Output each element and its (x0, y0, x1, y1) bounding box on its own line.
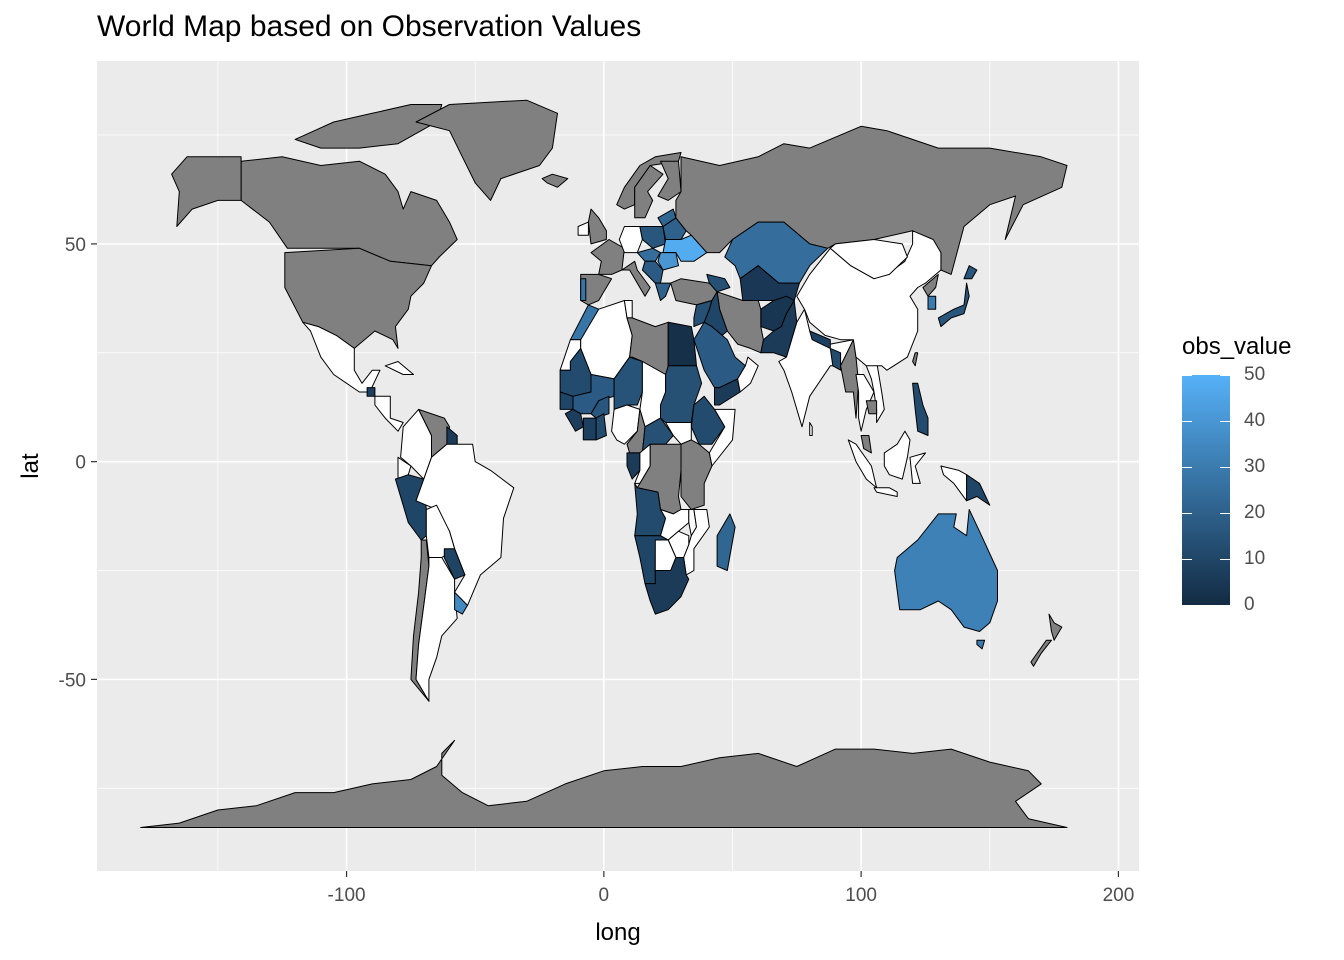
region-sulawesi (909, 452, 926, 484)
legend-break-label: 20 (1244, 502, 1266, 523)
region-caucasus (706, 273, 731, 293)
region-japan (937, 282, 970, 328)
y-tick-label: 50 (65, 235, 86, 256)
region-poland (639, 226, 667, 249)
region-guatemala (366, 387, 376, 397)
legend-tick (1182, 421, 1192, 422)
region-mexico (302, 321, 381, 393)
region-cuba (384, 361, 414, 375)
region-greece (654, 282, 672, 301)
legend-colorbar (1182, 375, 1230, 605)
legend-break-label: 30 (1244, 456, 1266, 477)
region-levant (693, 300, 713, 328)
region-sweden (634, 165, 664, 219)
region-egypt (667, 321, 697, 367)
region-philippines (912, 382, 929, 436)
region-north-korea (922, 273, 939, 297)
region-papua-new-guinea (966, 474, 991, 506)
region-paraguay (443, 548, 466, 580)
region-tasmania (976, 639, 986, 650)
legend-break-label: 40 (1244, 410, 1266, 431)
region-central-america (374, 395, 404, 432)
legend-tick (1182, 513, 1192, 514)
region-burkina-faso (590, 395, 610, 419)
legend-tick (1182, 375, 1192, 376)
region-oman (737, 356, 759, 393)
region-germany (618, 226, 643, 254)
y-tick-label: 0 (75, 453, 86, 474)
region-vietnam (865, 361, 885, 423)
region-gabon (626, 452, 641, 480)
region-zambia (660, 509, 690, 541)
region-finland (657, 160, 682, 201)
region-cambodia (865, 400, 878, 415)
region-madagascar (716, 513, 736, 571)
region-greenland (415, 99, 558, 201)
region-south-korea (927, 295, 937, 310)
country-regions (140, 99, 1068, 828)
region-new-zealand-north (1048, 613, 1063, 641)
region-argentina (415, 557, 458, 702)
region-saudi-arabia (693, 321, 746, 389)
legend-tick (1220, 421, 1230, 422)
region-romania (657, 252, 679, 271)
legend-tick (1220, 559, 1230, 560)
region-east-africa (680, 439, 713, 510)
region-france (590, 239, 625, 275)
y-tick-label: -50 (59, 670, 86, 691)
legend-break-label: 0 (1244, 594, 1255, 615)
x-tick-label: 100 (845, 885, 877, 906)
legend-tick (1220, 605, 1230, 606)
region-uruguay (454, 591, 468, 615)
region-antarctica (140, 739, 1068, 828)
x-tick-label: -100 (328, 885, 366, 906)
region-canada (240, 156, 458, 267)
region-iceland (541, 173, 569, 188)
x-axis-title: long (595, 919, 640, 946)
legend-tick (1220, 467, 1230, 468)
region-iberia (580, 273, 613, 306)
legend-tick (1220, 375, 1230, 376)
region-taiwan (912, 352, 919, 367)
region-pakistan (760, 300, 798, 358)
region-ethiopia (690, 395, 726, 445)
region-thailand (855, 374, 875, 432)
region-borneo (883, 430, 911, 480)
region-bangladesh (829, 347, 842, 371)
region-portugal (580, 278, 587, 301)
region-sri-lanka (809, 422, 813, 436)
region-ghana (595, 413, 607, 441)
y-axis-title: lat (17, 453, 44, 479)
legend-title: obs_value (1182, 333, 1292, 360)
region-australia (894, 509, 998, 632)
axis-tick-labels: -100 0 100 200 50 0 -50 (59, 235, 1135, 906)
legend-tick (1182, 467, 1192, 468)
chart-title: World Map based on Observation Values (97, 10, 642, 43)
legend-break-label: 10 (1244, 548, 1266, 569)
legend-tick (1220, 513, 1230, 514)
region-alaska (171, 156, 242, 227)
region-ireland (577, 221, 589, 236)
region-ivory-coast (582, 417, 597, 441)
region-hokkaido (963, 265, 978, 280)
legend-tick (1182, 559, 1192, 560)
region-malaysia (860, 435, 872, 454)
x-tick-label: 0 (599, 885, 610, 906)
color-legend: obs_value 0 10 20 30 40 50 (1182, 333, 1332, 615)
region-south-africa (644, 557, 690, 615)
region-mongolia (829, 239, 908, 280)
region-italy (621, 260, 651, 297)
region-central-europe (636, 247, 661, 262)
legend-break-label: 50 (1244, 364, 1266, 385)
legend-tick (1182, 605, 1192, 606)
axis-ticks (91, 243, 1120, 877)
region-java (873, 487, 898, 497)
x-tick-label: 200 (1103, 885, 1135, 906)
region-new-zealand (1030, 639, 1052, 667)
